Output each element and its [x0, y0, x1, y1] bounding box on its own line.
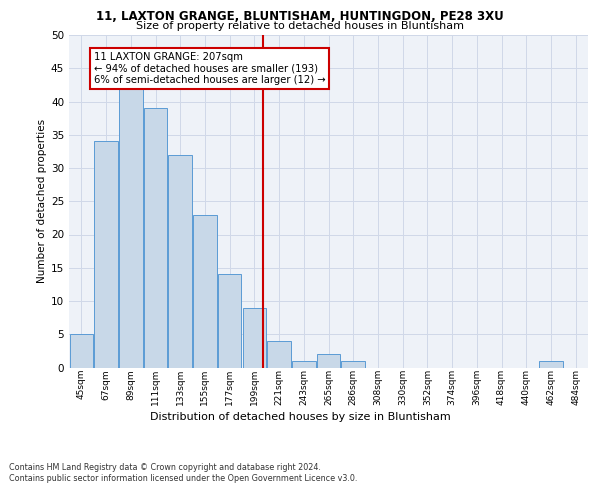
Bar: [169, 154, 192, 368]
Text: Contains public sector information licensed under the Open Government Licence v3: Contains public sector information licen…: [9, 474, 358, 483]
Bar: [539, 361, 563, 368]
Text: Distribution of detached houses by size in Bluntisham: Distribution of detached houses by size …: [149, 412, 451, 422]
Bar: [144, 108, 167, 368]
Y-axis label: Number of detached properties: Number of detached properties: [37, 119, 47, 284]
Bar: [242, 308, 266, 368]
Bar: [292, 361, 316, 368]
Bar: [268, 341, 291, 367]
Text: Contains HM Land Registry data © Crown copyright and database right 2024.: Contains HM Land Registry data © Crown c…: [9, 462, 321, 471]
Bar: [94, 142, 118, 368]
Bar: [341, 361, 365, 368]
Bar: [218, 274, 241, 368]
Bar: [70, 334, 93, 368]
Bar: [193, 214, 217, 368]
Text: 11 LAXTON GRANGE: 207sqm
← 94% of detached houses are smaller (193)
6% of semi-d: 11 LAXTON GRANGE: 207sqm ← 94% of detach…: [94, 52, 325, 85]
Text: 11, LAXTON GRANGE, BLUNTISHAM, HUNTINGDON, PE28 3XU: 11, LAXTON GRANGE, BLUNTISHAM, HUNTINGDO…: [96, 10, 504, 23]
Bar: [119, 88, 143, 367]
Text: Size of property relative to detached houses in Bluntisham: Size of property relative to detached ho…: [136, 21, 464, 31]
Bar: [317, 354, 340, 368]
